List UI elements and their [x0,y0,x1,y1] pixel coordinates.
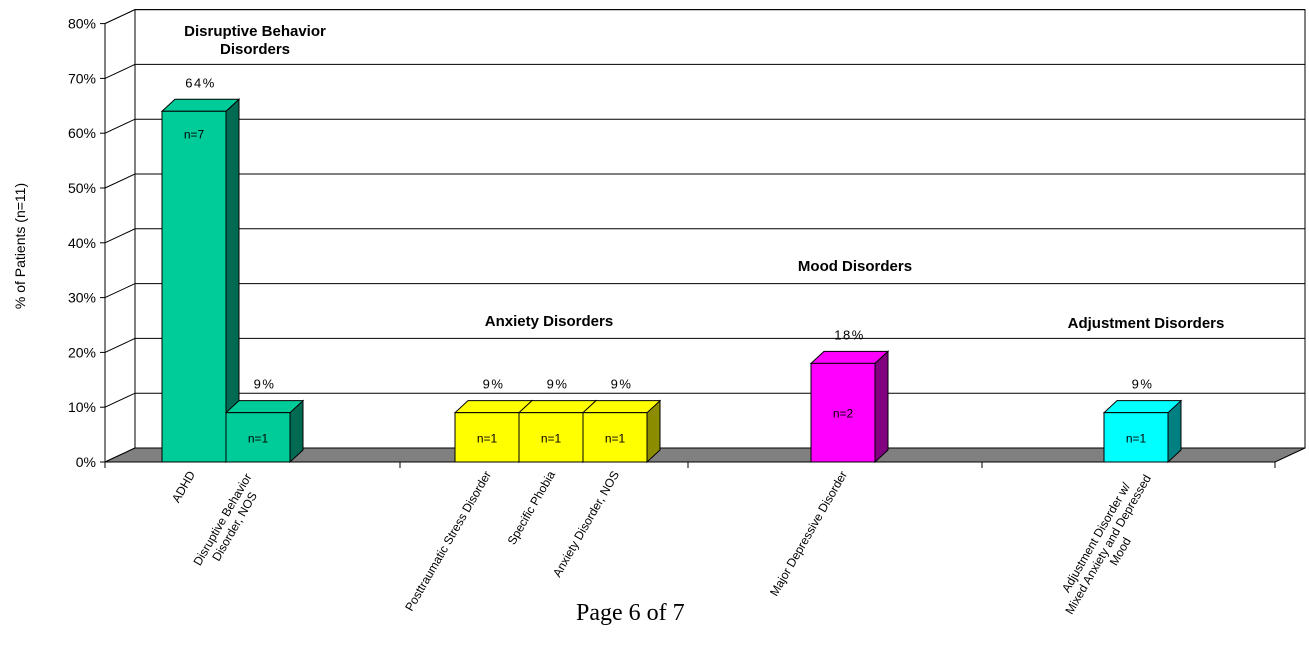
gridline [104,173,1305,189]
bar-value-label: 18% [834,327,865,342]
y-tick-label: 50% [68,180,96,196]
x-category-label-line: Major Depressive Disorder [767,469,850,599]
bar-value-label: 9% [254,377,276,392]
group-label: Mood Disorders [798,258,912,275]
y-tick-label: 30% [68,290,96,306]
y-tick-label: 20% [68,344,96,360]
bar-value-label: 9% [547,377,569,392]
x-category-label-line: Posttraumatic Stress Disorder [402,469,494,614]
gridline [104,228,1305,244]
x-category-label: Posttraumatic Stress Disorder [402,469,494,614]
x-category-label-line: ADHD [169,468,198,505]
bar-top [809,350,890,364]
bar-value-label: 9% [1132,377,1154,392]
x-category-label: Specific Phobia [505,468,559,547]
x-category-label-line: Specific Phobia [505,468,559,547]
bar-top [224,400,305,414]
x-category-label: Major Depressive Disorder [767,469,850,599]
gridline [104,283,1305,299]
x-category-label-line: Mixed Anxiety and Depressed [1062,472,1154,616]
group-label: Disorders [220,41,290,58]
page-footer: Page 6 of 7 [576,600,685,626]
bar-top [581,400,662,414]
y-tick-label: 40% [68,235,96,251]
y-axis-title: % of Patients (n=11) [12,183,28,309]
bar-n-label: n=1 [1126,431,1147,445]
bar-value-label: 64% [185,75,216,90]
x-category-label: ADHD [169,468,198,505]
x-category-label: Adjustment Disorder w/Mixed Anxiety and … [1059,472,1154,616]
gridline [104,63,1305,79]
y-tick-label: 10% [68,399,96,415]
y-tick-label: 60% [68,125,96,141]
y-tick-label: 80% [68,16,96,32]
bar [582,412,648,463]
group-label: Adjustment Disorders [1068,315,1225,332]
bar-value-label: 9% [611,377,633,392]
bar-value-label: 9% [483,377,505,392]
bar-n-label: n=1 [541,431,562,445]
gridline [104,9,1305,25]
gridline [104,392,1305,408]
bar [225,412,291,463]
x-category-label-line: Anxiety Disorder, NOS [550,469,622,580]
bar-n-label: n=1 [477,431,498,445]
x-category-label: Anxiety Disorder, NOS [550,469,622,580]
bar [161,110,227,463]
bar [1103,412,1169,463]
group-label: Disruptive Behavior [184,23,326,40]
bar-top [1102,400,1183,414]
gridline [104,337,1305,353]
bar-n-label: n=7 [184,127,205,141]
y-tick-label: 70% [68,70,96,86]
bar-n-label: n=1 [248,431,269,445]
bar-top [160,98,241,112]
bar-side [874,350,889,464]
bar-n-label: n=2 [833,407,854,421]
bar-n-label: n=1 [605,431,626,445]
y-tick-label: 0% [76,454,96,470]
gridline [104,118,1305,134]
group-label: Anxiety Disorders [485,313,613,330]
bar [810,362,876,463]
